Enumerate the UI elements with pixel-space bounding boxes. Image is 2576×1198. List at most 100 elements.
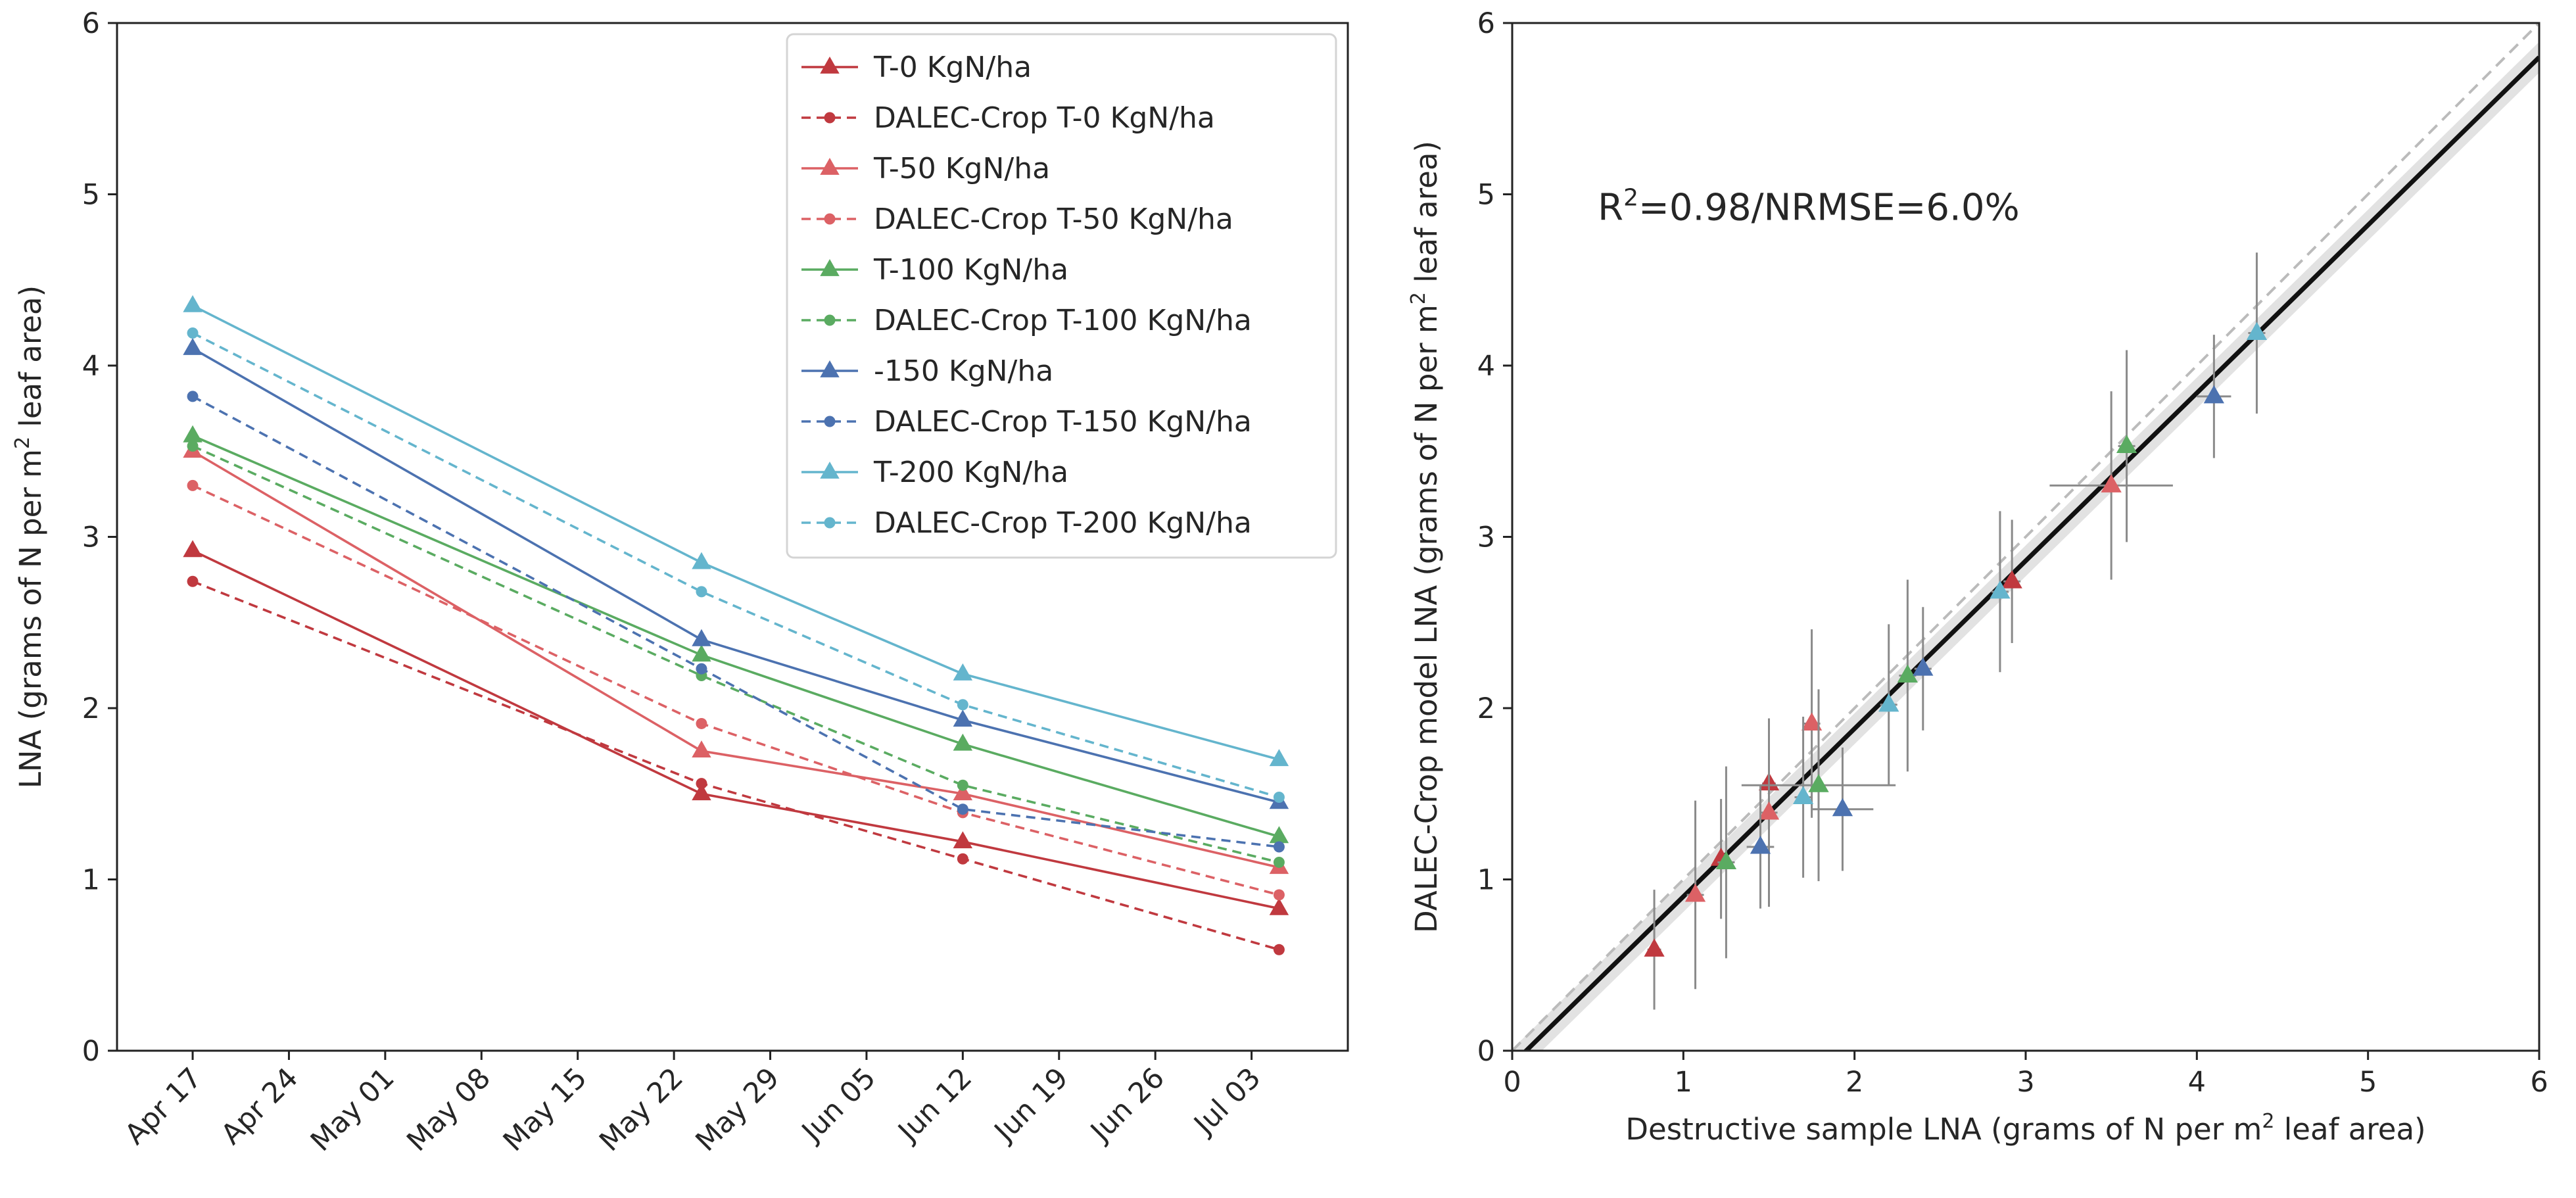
data-point-circle: [957, 803, 968, 815]
left-y-tick-label: 1: [82, 864, 100, 897]
right-y-tick-label: 3: [1477, 521, 1495, 554]
data-point-circle: [187, 327, 199, 339]
series-line: [192, 549, 1279, 910]
right-y-tick-label: 5: [1477, 179, 1495, 212]
scatter-point-triangle: [2203, 385, 2225, 404]
left-y-axis-label: LNA (grams of N per m2 leaf area): [11, 285, 48, 788]
data-point-circle: [696, 586, 707, 598]
legend-label: T-200 KgN/ha: [873, 456, 1068, 489]
data-point-circle: [187, 440, 199, 452]
right-x-label-post: leaf area): [2274, 1112, 2425, 1147]
scatter-point-triangle: [1644, 938, 1665, 957]
scatter-point-triangle: [1758, 801, 1780, 820]
data-point-triangle: [183, 540, 203, 558]
legend-label: -150 KgN/ha: [874, 354, 1053, 388]
left-y-tick-label: 0: [82, 1035, 100, 1068]
right-x-tick-label: 6: [2530, 1066, 2548, 1099]
right-y-tick-label: 1: [1477, 864, 1495, 897]
right-x-tick-label: 2: [1846, 1066, 1863, 1099]
scatter-point-triangle: [1801, 712, 1823, 731]
legend-label: T-100 KgN/ha: [873, 253, 1068, 287]
one-to-one-dashed-line: [1512, 23, 2539, 1051]
data-point-triangle: [953, 831, 973, 849]
scatter-point-triangle: [1808, 774, 1829, 792]
right-x-axis-label: Destructive sample LNA (grams of N per m…: [1625, 1110, 2425, 1147]
legend-swatch-triangle: [820, 462, 840, 479]
data-point-circle: [187, 575, 199, 587]
left-y-label-post: leaf area): [13, 285, 48, 437]
left-y-label-sup: 2: [11, 437, 34, 449]
data-point-triangle: [183, 425, 203, 443]
series-dashed-line: [192, 580, 1279, 951]
left-y-tick-label: 2: [82, 692, 100, 725]
data-point-triangle: [1269, 898, 1289, 915]
scatter-point-triangle: [1684, 883, 1706, 902]
scatter-point-triangle: [1750, 836, 1771, 854]
left-x-tick-label: May 08: [400, 1061, 497, 1158]
series-dashed-line: [192, 395, 1279, 848]
scatter-point-triangle: [2116, 435, 2137, 453]
right-axes-frame: [1511, 22, 2540, 1052]
data-point-triangle: [953, 663, 973, 681]
data-point-circle: [187, 479, 199, 491]
series-line: [192, 304, 1279, 761]
scatter-point-triangle: [1913, 658, 1934, 676]
anno-pre: R: [1598, 187, 1623, 229]
right-y-label-pre: DALEC-Crop model LNA (grams of N per m: [1409, 304, 1444, 933]
left-y-tick-label: 3: [82, 521, 100, 554]
legend-swatch-circle: [824, 112, 836, 124]
left-axes-frame: [116, 22, 1349, 1052]
scatter-point-triangle: [1897, 664, 1919, 683]
left-x-tick-label: Jun 19: [987, 1061, 1074, 1149]
scatter-point-triangle: [2246, 322, 2268, 341]
right-x-tick-label: 0: [1503, 1066, 1521, 1099]
data-point-triangle: [183, 337, 203, 355]
legend-swatch-circle: [824, 314, 836, 326]
scatter-point-triangle: [1832, 798, 1853, 817]
legend-label: DALEC-Crop T-200 KgN/ha: [874, 506, 1252, 540]
series-dashed-line: [192, 331, 1279, 799]
data-point-circle: [696, 717, 707, 729]
series-dashed-line: [192, 444, 1279, 864]
legend-swatch-circle: [824, 517, 836, 529]
right-y-axis-label: DALEC-Crop model LNA (grams of N per m2 …: [1407, 141, 1444, 933]
scatter-point-triangle: [2101, 474, 2122, 492]
data-point-circle: [696, 778, 707, 790]
legend-swatch-circle: [824, 213, 836, 225]
scatter-point-triangle: [1878, 693, 1899, 712]
data-point-circle: [187, 391, 199, 402]
r-squared-annotation: R2=0.98/NRMSE=6.0%: [1598, 185, 2020, 229]
left-x-tick-label: May 01: [304, 1061, 401, 1158]
right-x-tick-label: 3: [2016, 1066, 2034, 1099]
left-legend: T-0 KgN/ha DALEC-Crop T-0 KgN/ha T-50 KgN/…: [786, 33, 1337, 559]
left-x-tick-label: May 15: [497, 1061, 594, 1158]
data-point-triangle: [1269, 749, 1289, 767]
data-point-circle: [957, 699, 968, 711]
right-x-tick-label: 5: [2359, 1066, 2377, 1099]
legend-label: DALEC-Crop T-0 KgN/ha: [874, 101, 1215, 135]
legend-label: T-50 KgN/ha: [873, 152, 1050, 185]
right-y-label-sup: 2: [1407, 292, 1430, 304]
right-y-tick-label: 0: [1477, 1035, 1495, 1068]
legend-label: DALEC-Crop T-150 KgN/ha: [874, 405, 1252, 439]
legend-label: DALEC-Crop T-50 KgN/ha: [874, 203, 1233, 236]
data-point-triangle: [692, 740, 711, 758]
left-y-tick-label: 5: [82, 179, 100, 212]
data-point-triangle: [953, 783, 973, 801]
scatter-point-triangle: [1792, 786, 1814, 804]
regression-fit-line: [1523, 55, 2539, 1051]
data-point-triangle: [183, 295, 203, 312]
anno-sup: 2: [1623, 185, 1638, 212]
right-axes-ticks: 0 1 2 3 4 5 6 0 1 2 3 4 5 6: [1477, 7, 2548, 1099]
data-point-circle: [696, 663, 707, 675]
right-x-tick-label: 4: [2188, 1066, 2206, 1099]
data-point-triangle: [692, 552, 711, 569]
data-point-triangle: [692, 644, 711, 662]
data-point-triangle: [1269, 826, 1289, 844]
left-x-tick-label: Jun 12: [891, 1061, 978, 1149]
left-x-tick-label: Apr 17: [119, 1061, 208, 1151]
left-x-tick-label: May 22: [593, 1061, 690, 1158]
